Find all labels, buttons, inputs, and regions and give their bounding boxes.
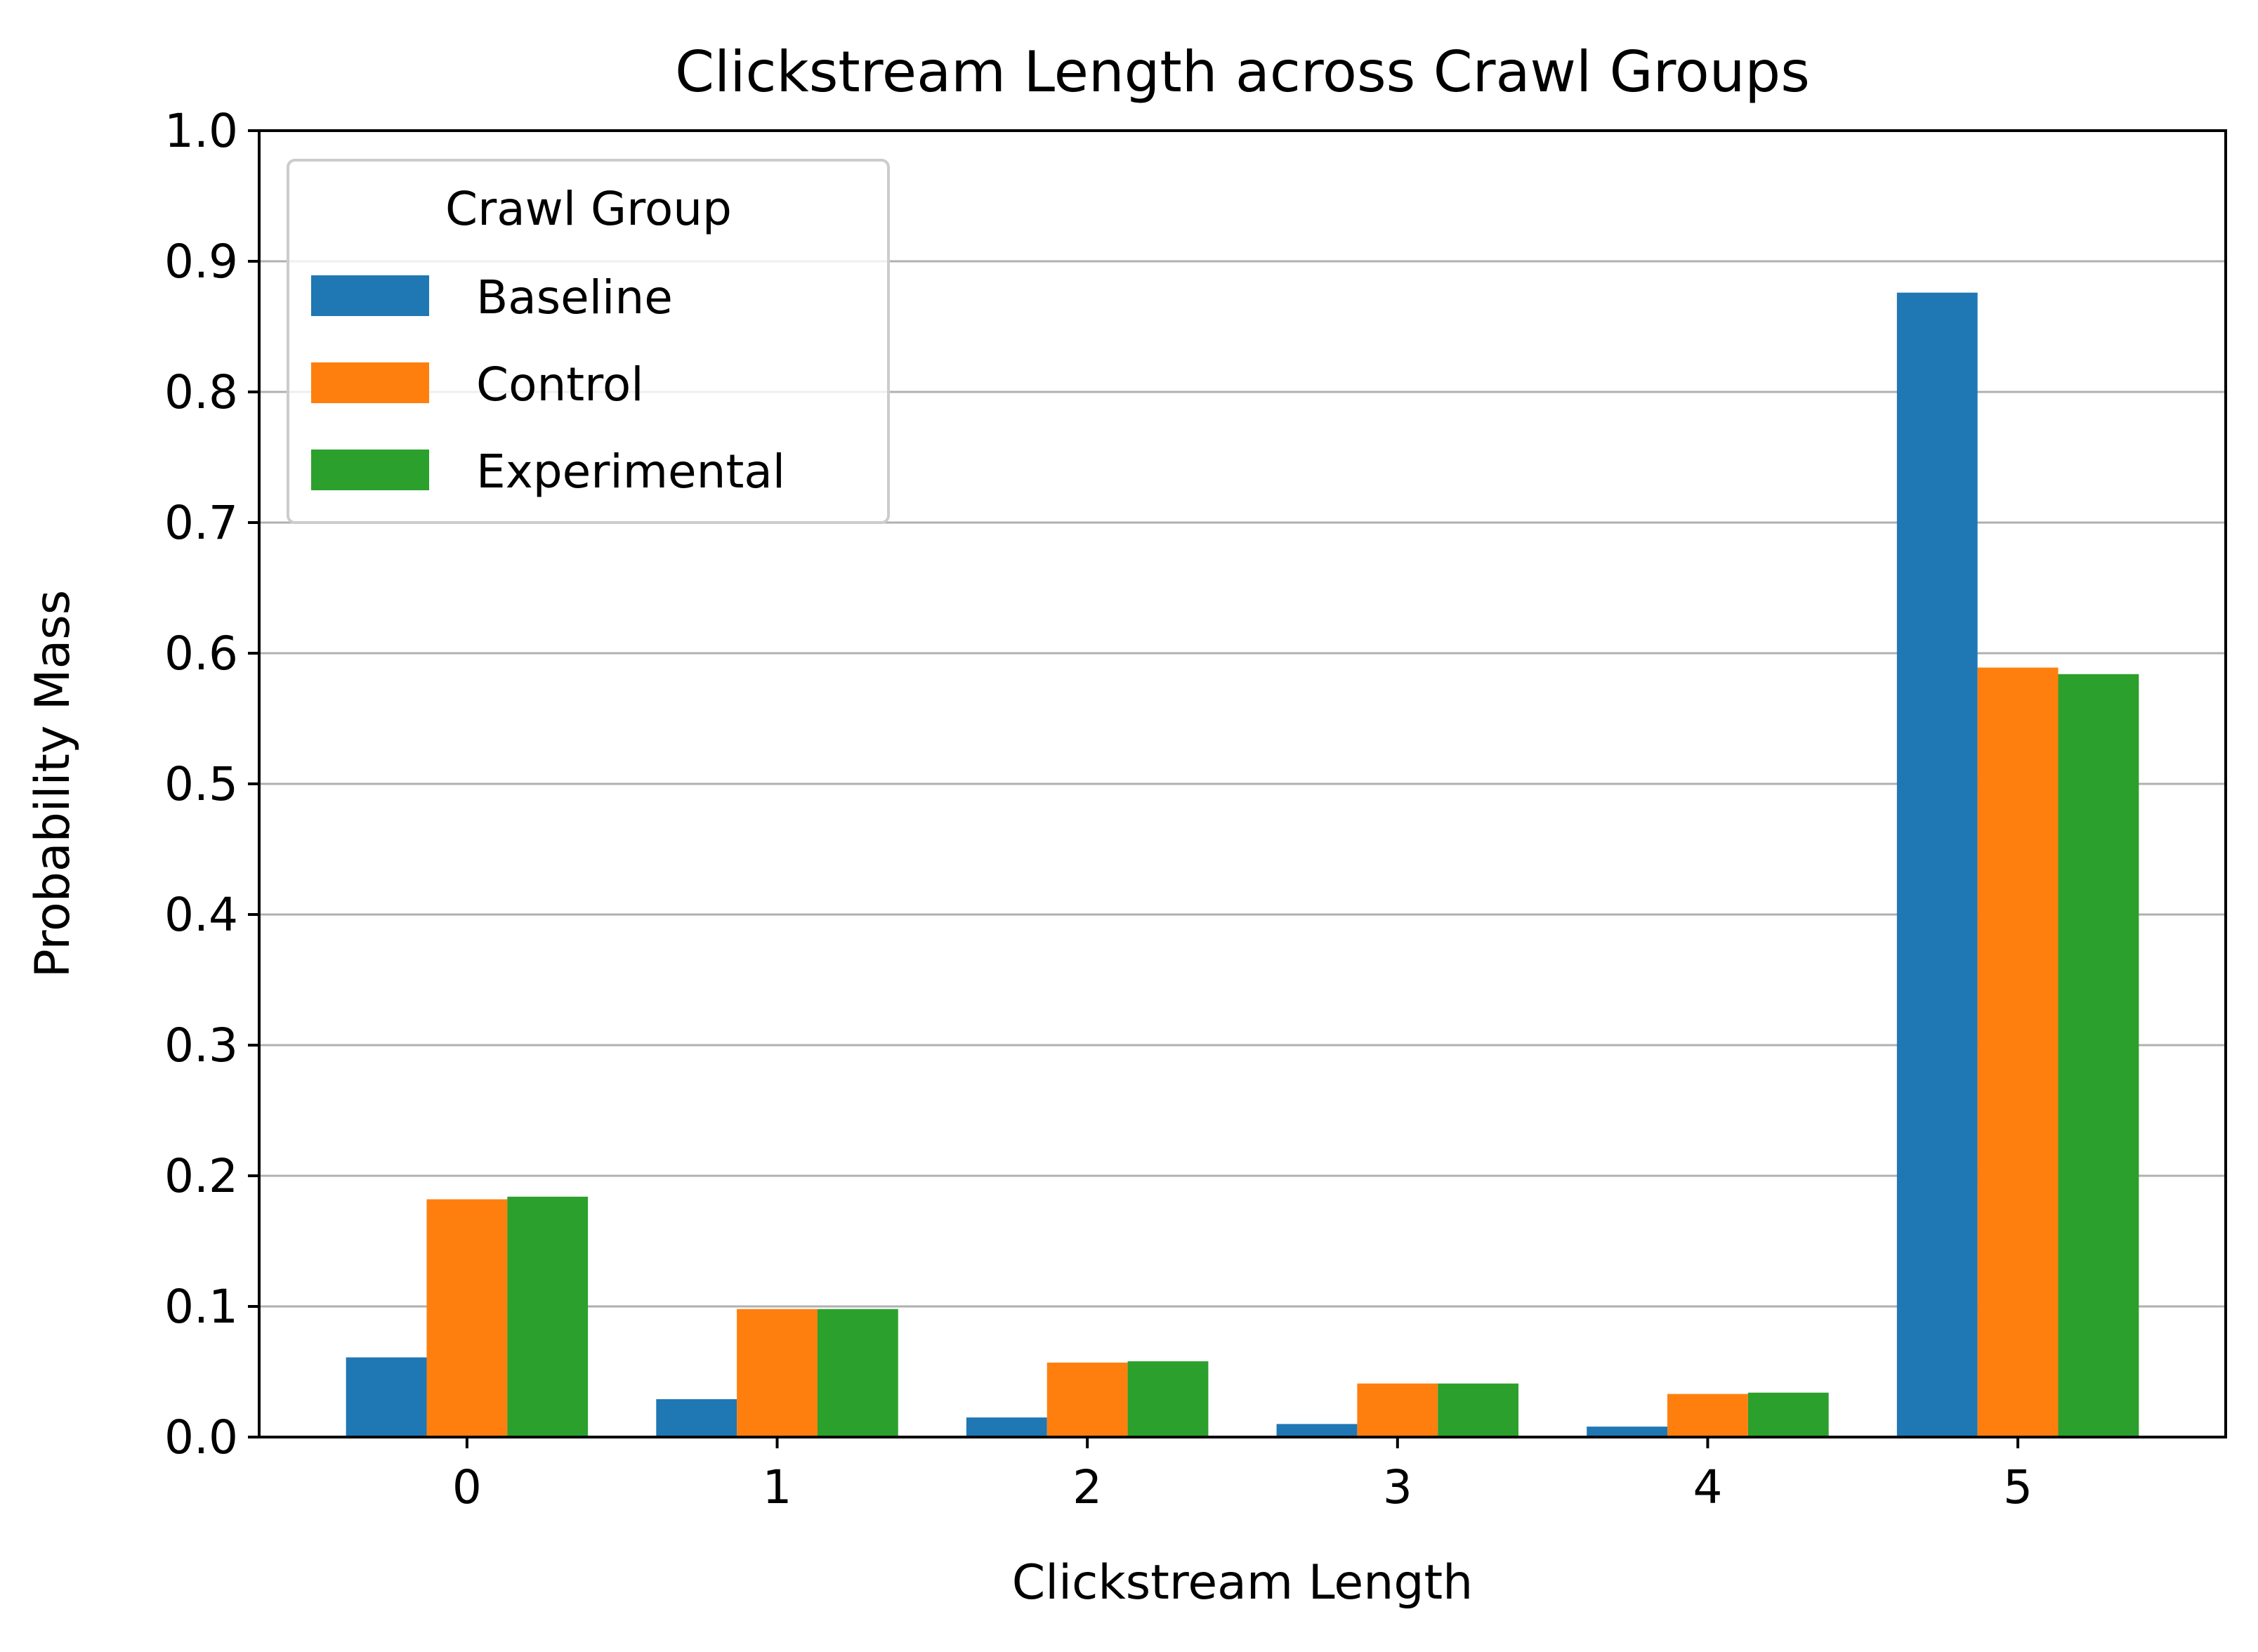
bar-experimental-5 [2058,674,2139,1437]
bar-baseline-3 [1276,1424,1358,1437]
y-tick-label: 0.5 [164,757,238,811]
x-tick-label: 0 [452,1460,482,1514]
bar-control-1 [737,1309,818,1437]
legend-swatch-control [311,362,429,403]
bar-control-3 [1357,1383,1438,1437]
legend-label-control: Control [476,358,644,412]
x-axis-label: Clickstream Length [1012,1555,1473,1611]
legend-swatch-experimental [311,450,429,490]
legend-label-experimental: Experimental [476,445,785,499]
x-tick-label: 5 [2003,1460,2033,1514]
bar-control-5 [1977,667,2059,1438]
x-tick-label: 3 [1383,1460,1412,1514]
legend-title: Crawl Group [445,182,732,236]
y-tick-label: 0.1 [164,1280,238,1334]
y-tick-label: 1.0 [164,104,238,158]
ticks: 0.0 0.1 0.2 0.3 0.4 0.5 0.6 0.7 0.8 0.9 1.0 0 1 2 3 4 5 [164,104,2033,1514]
y-tick-label: 0.8 [164,365,238,419]
bar-control-4 [1667,1394,1748,1437]
bar-baseline-5 [1896,292,1978,1437]
y-tick-label: 0.6 [164,627,238,681]
x-tick-label: 2 [1072,1460,1102,1514]
bar-baseline-4 [1587,1427,1668,1437]
y-tick-label: 0.4 [164,888,238,942]
y-tick-label: 0.2 [164,1149,238,1203]
bar-experimental-0 [507,1196,589,1437]
legend-box [287,159,890,524]
legend: Crawl Group Baseline Control Experimental [287,159,890,524]
y-tick-label: 0.7 [164,496,238,550]
bar-baseline-0 [346,1357,427,1437]
bar-experimental-2 [1127,1361,1209,1437]
legend-swatch-baseline [311,275,429,316]
chart-title: Clickstream Length across Crawl Groups [675,39,1810,105]
bar-baseline-1 [656,1399,737,1437]
y-tick-label: 0.3 [164,1018,238,1073]
legend-label-baseline: Baseline [476,270,673,324]
x-tick-label: 1 [763,1460,792,1514]
bar-experimental-4 [1747,1392,1829,1437]
bar-baseline-2 [966,1417,1047,1437]
bars [346,292,2139,1438]
legend-items: Baseline Control Experimental [311,270,785,499]
bar-control-0 [426,1199,508,1437]
bar-control-2 [1046,1362,1128,1437]
bar-experimental-1 [817,1309,898,1437]
y-tick-label: 0.0 [164,1410,238,1464]
x-tick-label: 4 [1693,1460,1722,1514]
y-tick-label: 0.9 [164,235,238,289]
bar-experimental-3 [1438,1383,1519,1437]
y-axis-label: Probability Mass [25,590,81,978]
